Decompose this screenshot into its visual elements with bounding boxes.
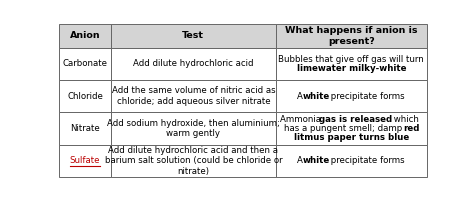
Bar xyxy=(59,145,110,177)
Text: Add the same volume of nitric acid as
chloride; add aqueous silver nitrate: Add the same volume of nitric acid as ch… xyxy=(111,87,275,106)
Bar xyxy=(110,80,276,112)
Bar xyxy=(110,24,276,48)
Text: Nitrate: Nitrate xyxy=(70,124,100,133)
Bar xyxy=(110,48,276,80)
Bar xyxy=(59,48,110,80)
Text: Anion: Anion xyxy=(70,31,100,40)
Bar xyxy=(110,112,276,145)
Text: Carbonate: Carbonate xyxy=(63,59,108,68)
Text: Sulfate: Sulfate xyxy=(70,156,100,165)
Bar xyxy=(59,80,110,112)
Text: which: which xyxy=(392,115,419,124)
Bar xyxy=(276,145,427,177)
Text: white: white xyxy=(303,92,330,101)
Bar xyxy=(59,112,110,145)
Text: gas is released: gas is released xyxy=(319,115,392,124)
Bar xyxy=(110,145,276,177)
Text: precipitate forms: precipitate forms xyxy=(328,156,405,165)
Text: Add dilute hydrochloric acid and then a
barium salt solution (could be chloride : Add dilute hydrochloric acid and then a … xyxy=(105,146,282,176)
Bar xyxy=(59,24,110,48)
Bar xyxy=(276,112,427,145)
Text: precipitate forms: precipitate forms xyxy=(328,92,405,101)
Text: Bubbles that give off gas will turn: Bubbles that give off gas will turn xyxy=(278,55,424,64)
Text: white: white xyxy=(303,156,330,165)
Text: has a pungent smell; damp: has a pungent smell; damp xyxy=(284,124,405,133)
Text: litmus paper turns blue: litmus paper turns blue xyxy=(294,133,409,142)
Text: Chloride: Chloride xyxy=(67,92,103,101)
Text: Add sodium hydroxide, then aluminium;
warm gently: Add sodium hydroxide, then aluminium; wa… xyxy=(107,119,280,138)
Text: red: red xyxy=(404,124,420,133)
Bar xyxy=(276,80,427,112)
Bar xyxy=(276,24,427,48)
Text: limewater milky-white: limewater milky-white xyxy=(297,64,406,73)
Text: Test: Test xyxy=(182,31,204,40)
Text: What happens if anion is
present?: What happens if anion is present? xyxy=(285,26,418,46)
Bar xyxy=(276,48,427,80)
Text: Ammonia: Ammonia xyxy=(280,115,324,124)
Text: Add dilute hydrochloric acid: Add dilute hydrochloric acid xyxy=(133,59,254,68)
Text: A: A xyxy=(297,92,306,101)
Text: A: A xyxy=(297,156,306,165)
